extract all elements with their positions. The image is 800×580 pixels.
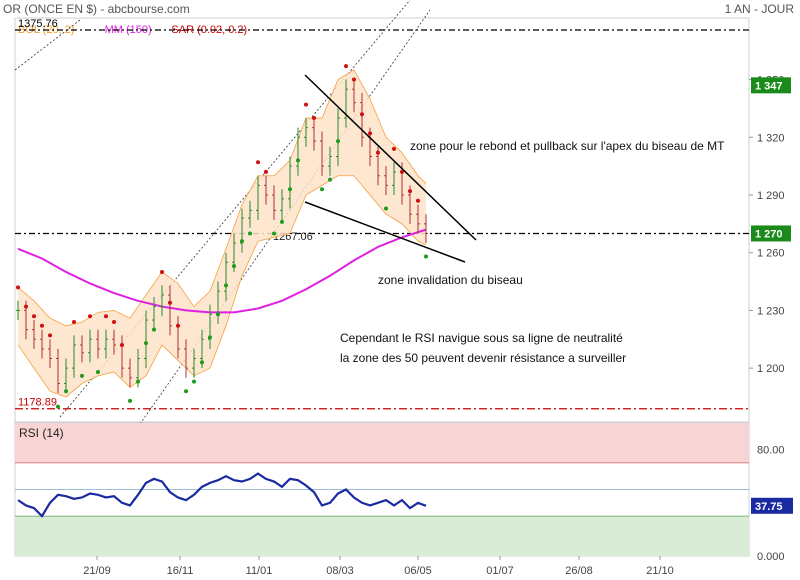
sar-dot bbox=[104, 314, 108, 319]
annotation-rebound: zone pour le rebond et pullback sur l'ap… bbox=[410, 139, 725, 153]
sar-dot bbox=[80, 373, 84, 378]
sar-dot bbox=[136, 379, 140, 384]
annotation-rsi-2: la zone des 50 peuvent devenir résistanc… bbox=[340, 351, 626, 365]
sar-dot bbox=[64, 389, 68, 394]
sar-dot bbox=[344, 64, 348, 69]
last-price-label: 1 347 bbox=[755, 80, 783, 92]
sar-dot bbox=[408, 189, 412, 194]
rsi-y-tick-label: 80.00 bbox=[757, 445, 785, 457]
annotation-invalidation: zone invalidation du biseau bbox=[378, 273, 523, 287]
sar-dot bbox=[368, 131, 372, 136]
sar-dot bbox=[72, 319, 76, 324]
trend-channel-line bbox=[14, 19, 81, 71]
sar-dot bbox=[296, 158, 300, 163]
reference-label: 1178.89 bbox=[18, 397, 57, 409]
sar-dot bbox=[16, 285, 20, 290]
reference-label: 1375.76 bbox=[18, 18, 58, 30]
sar-dot bbox=[416, 198, 420, 203]
sar-dot bbox=[384, 206, 388, 211]
sar-dot bbox=[32, 314, 36, 319]
sar-dot bbox=[232, 264, 236, 269]
sar-dot bbox=[312, 116, 316, 121]
sar-dot bbox=[24, 304, 28, 309]
sar-dot bbox=[248, 231, 252, 236]
y-tick-label: 1 290 bbox=[757, 190, 785, 202]
rsi-y-tick-label: 0.000 bbox=[757, 551, 785, 563]
sar-dot bbox=[216, 312, 220, 317]
y-tick-label: 1 260 bbox=[757, 248, 785, 260]
x-tick-label: 21/09 bbox=[83, 565, 111, 577]
x-tick-label: 01/07 bbox=[486, 565, 514, 577]
sar-dot bbox=[264, 169, 268, 174]
sar-dot bbox=[152, 327, 156, 332]
sar-dot bbox=[336, 139, 340, 144]
sar-dot bbox=[192, 379, 196, 384]
sar-dot bbox=[56, 404, 60, 409]
sar-dot bbox=[88, 314, 92, 319]
sar-dot bbox=[40, 323, 44, 328]
rsi-overbought-zone bbox=[15, 423, 749, 463]
sar-dot bbox=[176, 323, 180, 328]
sar-dot bbox=[328, 177, 332, 182]
sar-dot bbox=[120, 343, 124, 348]
x-tick-label: 16/11 bbox=[167, 565, 194, 577]
annotation-rsi-1: Cependant le RSI navigue sous sa ligne d… bbox=[340, 331, 623, 345]
x-tick-label: 21/10 bbox=[646, 565, 674, 577]
wedge-upper-line bbox=[304, 74, 477, 241]
sar-dot bbox=[128, 398, 132, 403]
rsi-title: RSI (14) bbox=[19, 426, 64, 440]
sar-dot bbox=[320, 187, 324, 192]
rsi-line bbox=[17, 472, 427, 518]
sar-dot bbox=[160, 269, 164, 274]
sar-dot bbox=[144, 341, 148, 346]
sar-dot bbox=[240, 239, 244, 244]
support-label: 1 270 bbox=[755, 228, 783, 240]
sar-dot bbox=[360, 112, 364, 117]
sar-dot bbox=[304, 102, 308, 107]
period-label: 1 AN - JOUR bbox=[724, 2, 794, 16]
bollinger-band bbox=[18, 69, 426, 397]
y-tick-label: 1 230 bbox=[757, 305, 785, 317]
sar-dot bbox=[272, 231, 276, 236]
y-tick-label: 1 200 bbox=[757, 363, 785, 375]
bollinger-upper bbox=[17, 69, 427, 327]
sar-dot bbox=[208, 335, 212, 340]
trend-channel-line bbox=[59, 0, 411, 418]
y-tick-label: 1 320 bbox=[757, 132, 785, 144]
ma150-line bbox=[17, 228, 427, 314]
sar-dot bbox=[392, 146, 396, 151]
sar-dot bbox=[96, 369, 100, 374]
x-tick-label: 08/03 bbox=[326, 565, 354, 577]
rsi-oversold-zone bbox=[15, 516, 749, 556]
sar-dot bbox=[288, 187, 292, 192]
support-badge bbox=[751, 225, 791, 242]
last-price-badge bbox=[751, 77, 791, 94]
sar-dot bbox=[224, 283, 228, 288]
x-tick-label: 26/08 bbox=[565, 565, 593, 577]
wedge-lower-line bbox=[304, 201, 466, 263]
x-tick-label: 06/05 bbox=[404, 565, 432, 577]
legend-item-2: SAR (0.02, 0.2) bbox=[171, 24, 247, 36]
sar-dot bbox=[352, 77, 356, 82]
sar-dot bbox=[376, 150, 380, 155]
sar-dot bbox=[200, 360, 204, 365]
chart-title: OR (ONCE EN $) - abcbourse.com bbox=[3, 2, 190, 16]
sar-dot bbox=[256, 160, 260, 165]
sar-dot bbox=[280, 219, 284, 224]
sar-dot bbox=[424, 254, 428, 259]
sar-dot bbox=[400, 169, 404, 174]
sar-dot bbox=[168, 300, 172, 305]
rsi-last-label: 37.75 bbox=[755, 501, 783, 513]
bollinger-lower bbox=[17, 175, 427, 398]
sar-dot bbox=[184, 389, 188, 394]
sar-dot bbox=[112, 319, 116, 324]
sar-dot bbox=[48, 333, 52, 338]
x-tick-label: 11/01 bbox=[246, 565, 273, 577]
rsi-last-badge bbox=[751, 497, 793, 514]
